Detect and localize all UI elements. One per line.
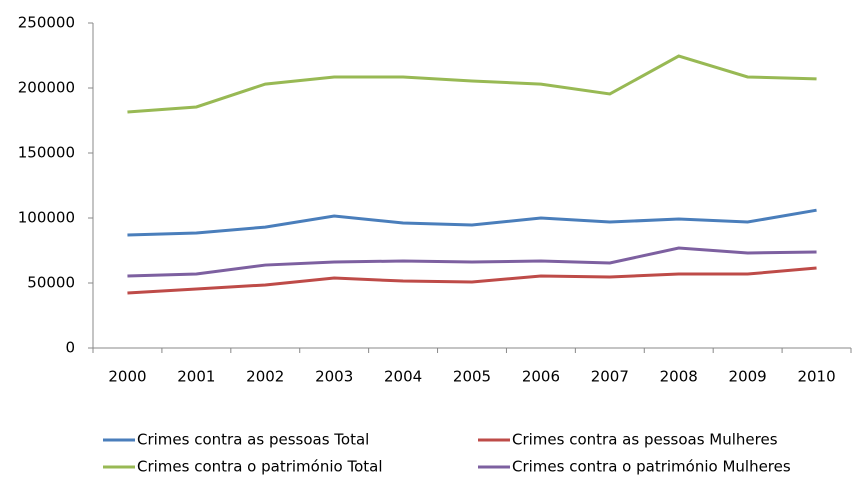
legend-label: Crimes contra o património Total: [137, 458, 383, 476]
series-line: [127, 246, 817, 278]
x-tick-label: 2002: [246, 368, 284, 386]
y-tick-label: 250000: [18, 14, 75, 32]
x-tick-label: 2009: [729, 368, 767, 386]
x-tick-label: 2000: [108, 368, 146, 386]
legend-label: Crimes contra o património Mulheres: [512, 458, 791, 476]
x-tick-label: 2007: [591, 368, 629, 386]
series-line: [127, 266, 817, 295]
y-tick-label: 0: [65, 339, 75, 357]
x-tick-label: 2004: [384, 368, 422, 386]
y-tick-label: 150000: [18, 144, 75, 162]
legend-label: Crimes contra as pessoas Total: [137, 431, 369, 449]
x-tick-label: 2008: [660, 368, 698, 386]
series-line: [127, 54, 817, 114]
series-line: [127, 208, 817, 237]
y-tick-label: 50000: [27, 274, 75, 292]
y-tick-label: 200000: [18, 79, 75, 97]
x-tick-label: 2006: [522, 368, 560, 386]
x-tick-label: 2001: [177, 368, 215, 386]
x-tick-label: 2010: [797, 368, 835, 386]
x-tick-label: 2003: [315, 368, 353, 386]
legend-label: Crimes contra as pessoas Mulheres: [512, 431, 778, 449]
y-tick-label: 100000: [18, 209, 75, 227]
x-tick-label: 2005: [453, 368, 491, 386]
